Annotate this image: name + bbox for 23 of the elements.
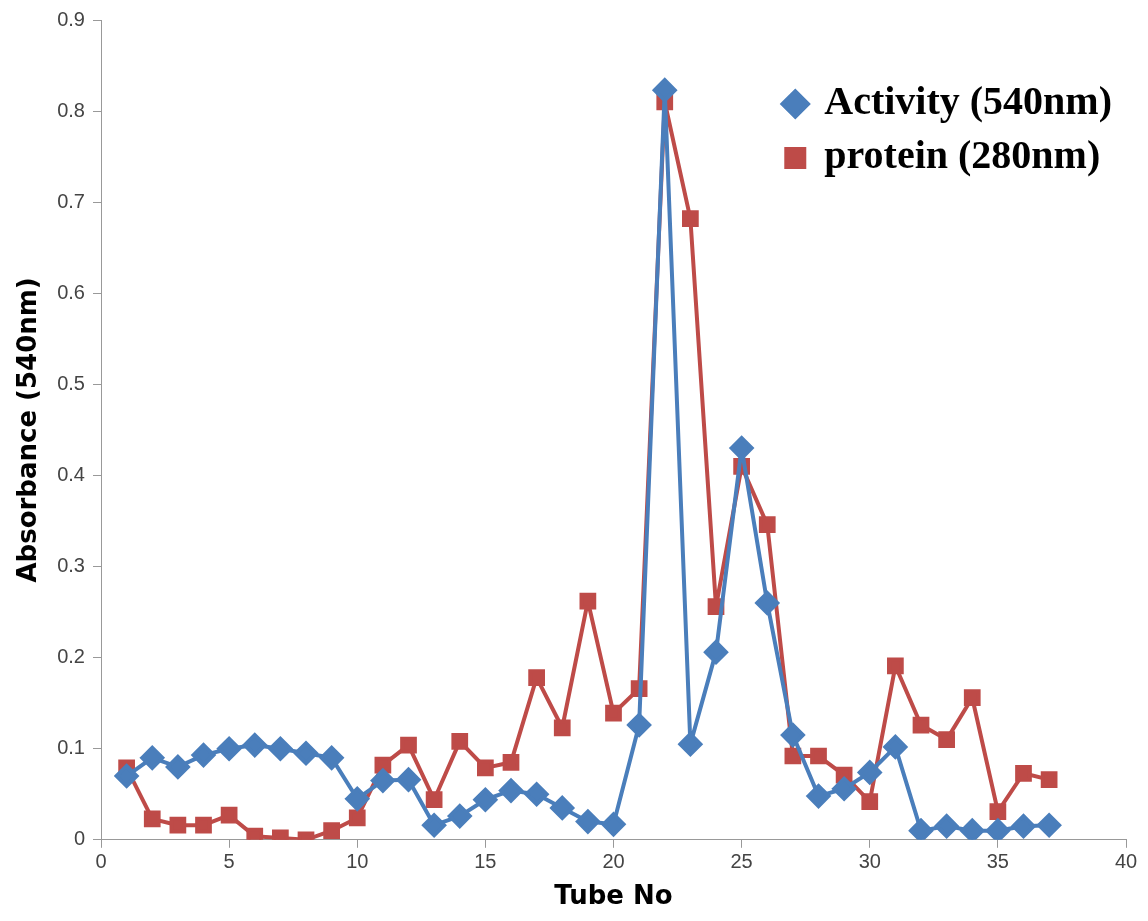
x-tick-label: 20 xyxy=(602,850,625,873)
y-tick-label: 0.2 xyxy=(57,645,85,668)
y-tick-label: 0.1 xyxy=(57,736,85,759)
x-tick-label: 0 xyxy=(95,850,107,873)
x-tick-label: 15 xyxy=(474,850,497,873)
y-tick-label: 0 xyxy=(73,827,85,850)
x-tick-label: 5 xyxy=(223,850,235,873)
y-tick-label: 0.9 xyxy=(57,7,85,30)
y-tick-label: 0.7 xyxy=(57,189,85,212)
x-axis-title: Tube No xyxy=(554,880,673,911)
x-tick-label: 40 xyxy=(1114,850,1138,873)
legend-label: Activity (540nm) xyxy=(824,78,1112,124)
x-tick-label: 35 xyxy=(986,850,1009,873)
y-tick-label: 0.8 xyxy=(57,98,85,121)
y-tick-label: 0.3 xyxy=(57,554,85,577)
x-tick-label: 30 xyxy=(858,850,881,873)
x-tick-label: 10 xyxy=(346,850,369,873)
y-axis-title: Absorbance (540nm) xyxy=(12,277,43,583)
legend-label: protein (280nm) xyxy=(824,132,1101,178)
y-tick-label: 0.6 xyxy=(57,280,85,303)
x-tick-label: 25 xyxy=(730,850,753,873)
y-tick-label: 0.5 xyxy=(57,371,85,394)
y-tick-label: 0.4 xyxy=(57,462,85,485)
